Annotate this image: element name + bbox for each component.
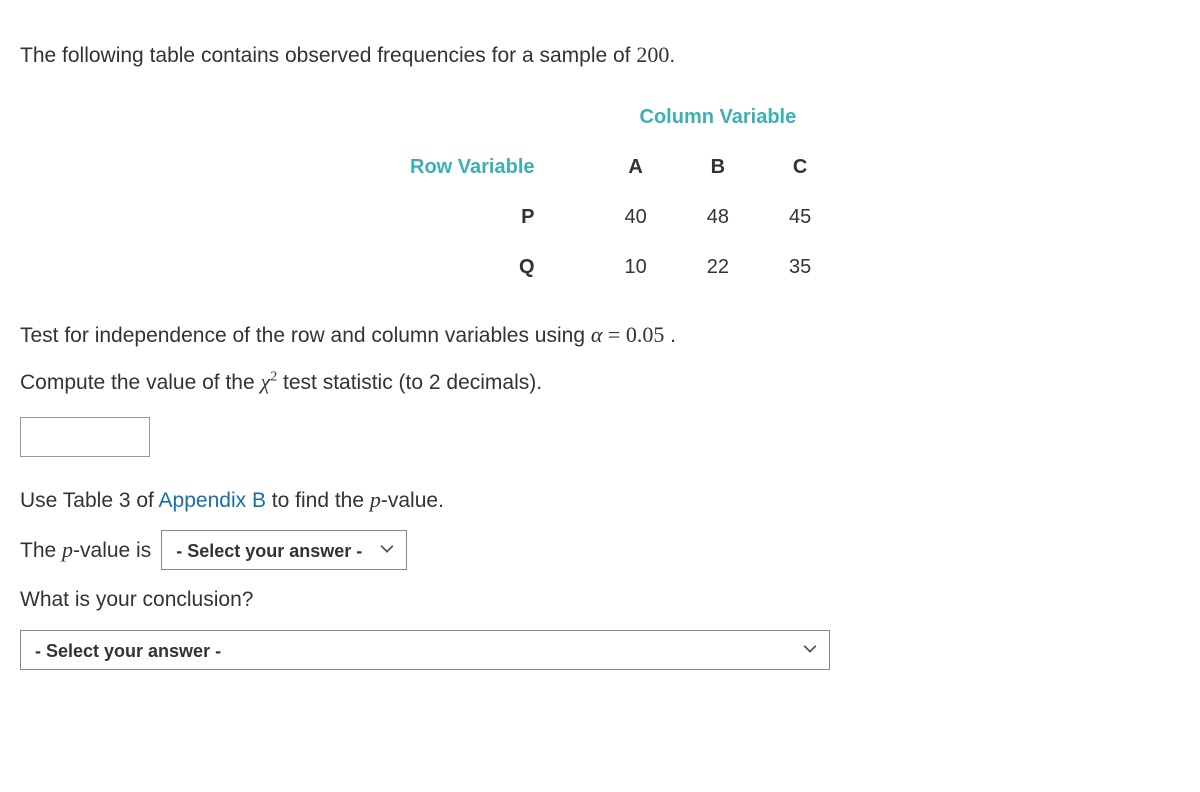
sample-size: 200 — [636, 42, 669, 67]
alpha-value: 0.05 — [626, 322, 665, 347]
pvalue-select[interactable]: - Select your answer - — [161, 530, 407, 570]
use-table-line: Use Table 3 of Appendix B to find the p-… — [20, 483, 1180, 517]
pvalue-label: The p-value is — [20, 533, 151, 567]
cell: 48 — [677, 192, 759, 242]
compute-post: test statistic (to 2 decimals). — [277, 371, 542, 394]
appendix-b-link[interactable]: Appendix B — [159, 489, 266, 512]
chi-squared-symbol: χ2 — [261, 369, 278, 394]
table-row: P 40 48 45 — [380, 192, 841, 242]
conclusion-select-display: - Select your answer - — [21, 631, 829, 672]
row-label-p: P — [380, 192, 595, 242]
use-table-pre: Use Table 3 of — [20, 489, 159, 512]
pvalue-row: The p-value is - Select your answer - — [20, 530, 1180, 570]
intro-post: . — [669, 44, 675, 67]
compute-pre: Compute the value of the — [20, 371, 261, 394]
test-post: . — [664, 324, 676, 347]
col-header-b: B — [677, 142, 759, 192]
chi-square-input[interactable] — [20, 417, 150, 457]
row-variable-header: Row Variable — [380, 142, 595, 192]
row-label-q: Q — [380, 242, 595, 292]
intro-pre: The following table contains observed fr… — [20, 44, 636, 67]
column-variable-header: Column Variable — [595, 92, 842, 142]
test-independence-line: Test for independence of the row and col… — [20, 318, 1180, 352]
cell: 35 — [759, 242, 841, 292]
col-header-a: A — [595, 142, 677, 192]
use-table-mid: to find the — [266, 489, 370, 512]
alpha-symbol: α — [591, 322, 603, 347]
use-table-post: -value. — [381, 489, 444, 512]
frequency-table: Column Variable Row Variable A B C P 40 … — [380, 92, 841, 292]
compute-chi-line: Compute the value of the χ2 test statist… — [20, 365, 1180, 399]
conclusion-question: What is your conclusion? — [20, 584, 1180, 616]
pvalue-select-display: - Select your answer - — [162, 531, 406, 572]
cell: 45 — [759, 192, 841, 242]
intro-line: The following table contains observed fr… — [20, 38, 1180, 72]
col-header-c: C — [759, 142, 841, 192]
equals: = — [602, 322, 625, 347]
conclusion-select[interactable]: - Select your answer - — [20, 630, 830, 670]
table-row: Q 10 22 35 — [380, 242, 841, 292]
cell: 10 — [595, 242, 677, 292]
p-var: p — [370, 487, 381, 512]
cell: 22 — [677, 242, 759, 292]
cell: 40 — [595, 192, 677, 242]
test-pre: Test for independence of the row and col… — [20, 324, 591, 347]
